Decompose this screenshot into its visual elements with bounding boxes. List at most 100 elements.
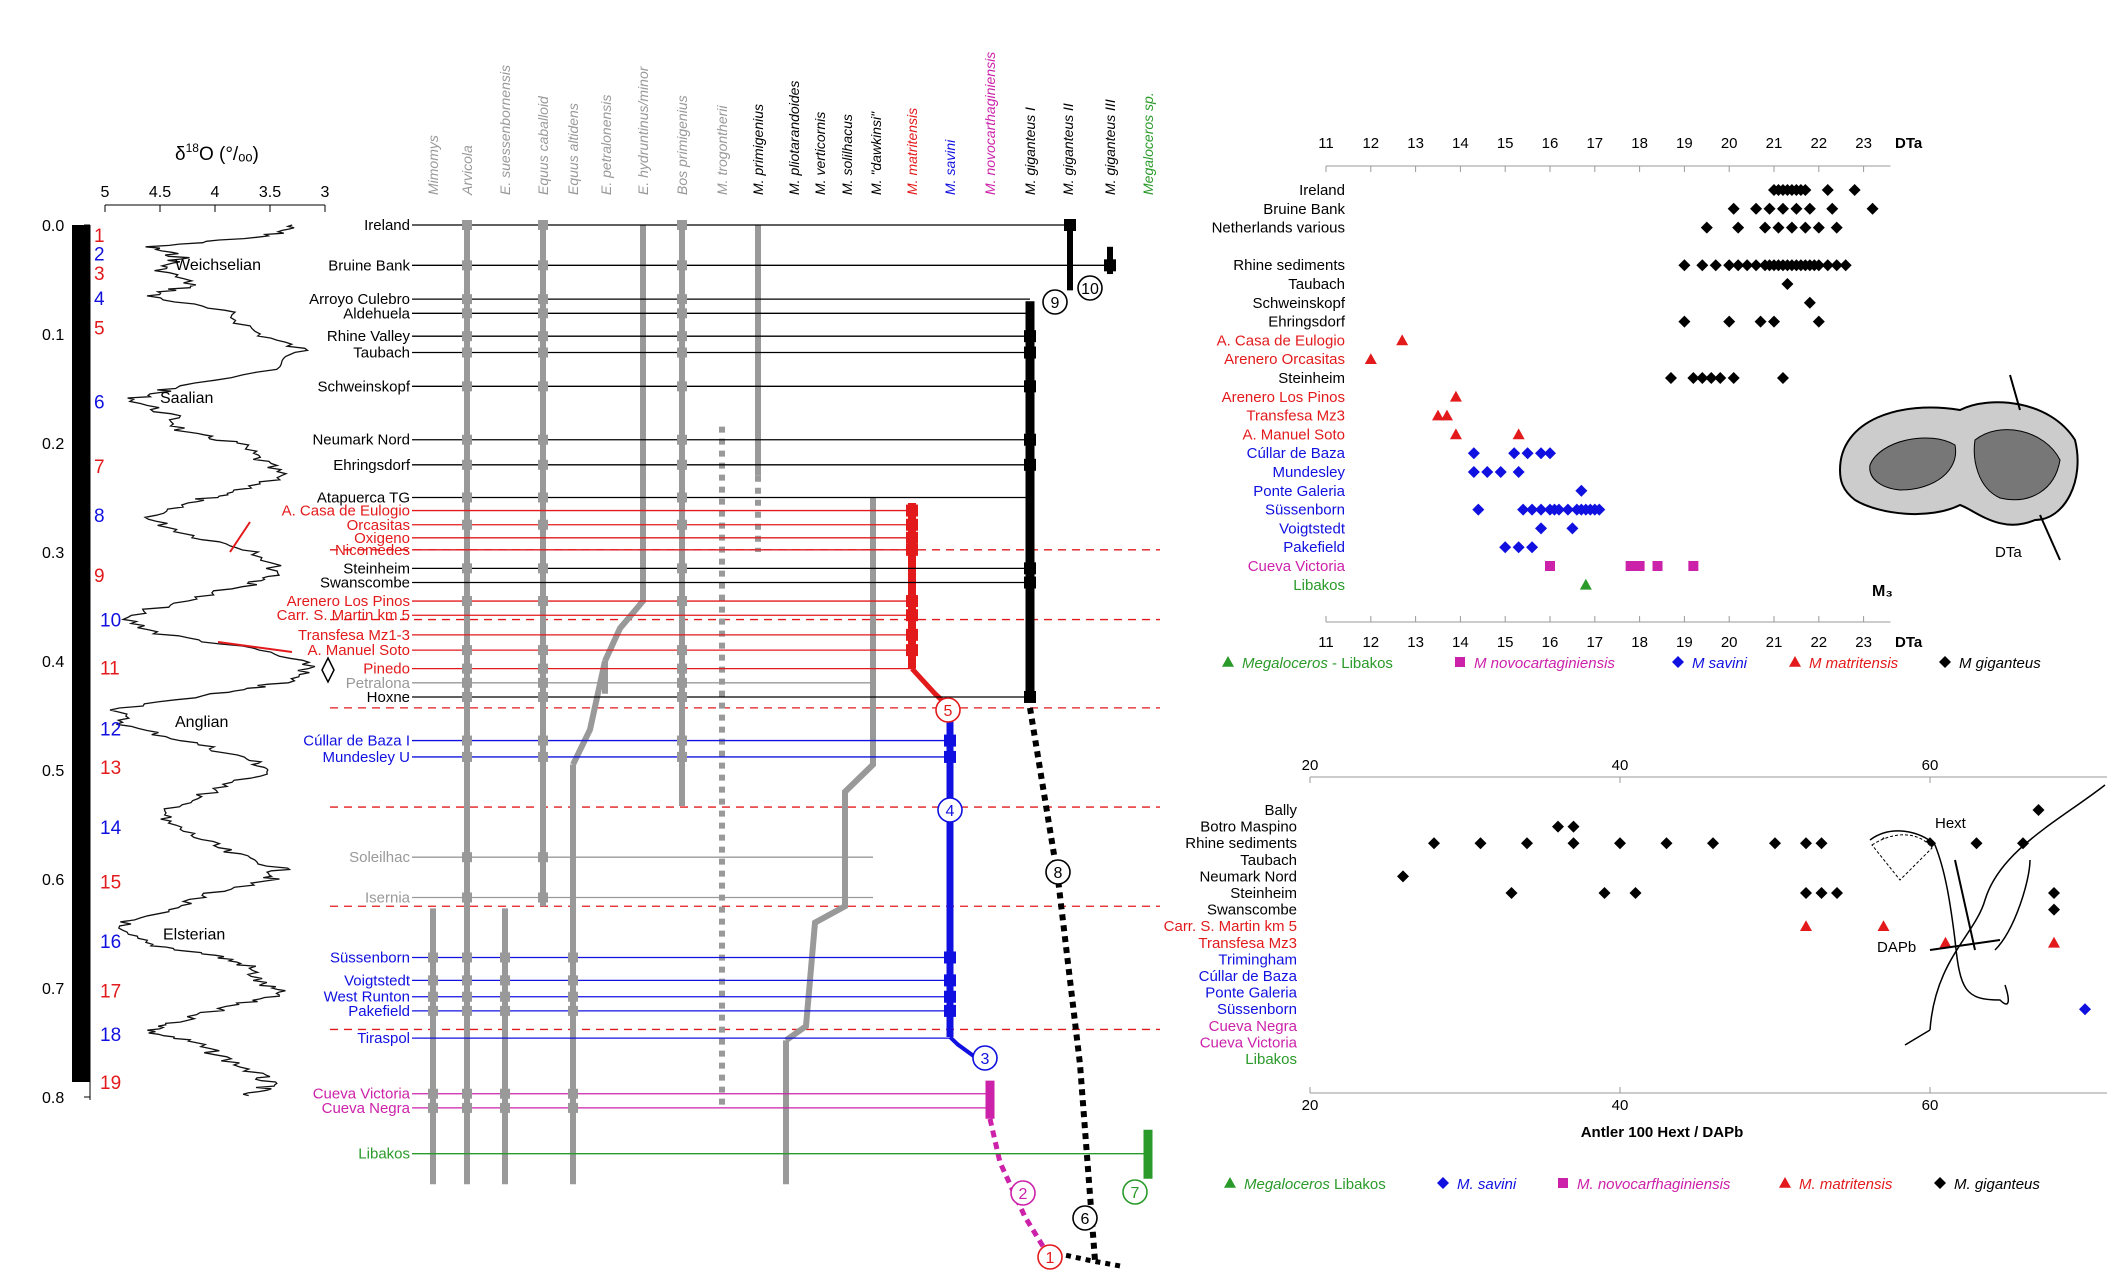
dta-point [1652,561,1663,571]
taxon-header: Equus caballoid [535,95,551,195]
dta-point [1790,202,1803,215]
matritensis-marker [906,504,918,517]
range-marker [677,347,687,358]
range-marker [677,691,687,702]
taxon-header: M. pliotarandoides [786,81,802,195]
savini-marker [944,734,956,747]
mis-label-19: 19 [100,1073,121,1094]
range-marker [538,735,548,746]
age-diamond-marker [321,656,335,684]
range-marker [428,1102,438,1113]
taxon-header: Bos primigenius [674,95,690,195]
range-marker [677,492,687,503]
range-marker [677,434,687,445]
dta-point [1830,221,1843,234]
dta-point [1741,259,1754,272]
antler-site-label: Süssenborn [1217,1001,1297,1018]
antler-point [2048,903,2060,916]
y-tick-label: 0.3 [42,545,64,562]
dta-point [1561,503,1574,516]
dta-point [1512,541,1525,554]
antler-point [2017,837,2029,850]
antler-point [1505,887,1518,899]
dta-point [1396,334,1409,346]
dta-point [1772,221,1785,234]
m3-tooth-fossette [1869,437,1957,491]
range-marker [538,220,548,230]
dta-site-label: Voigtstedt [1279,520,1346,537]
dta-site-label: Taubach [1288,276,1345,293]
site-label: Oxigeno [354,530,410,547]
y-tick-label: 0.7 [42,981,64,998]
mis-label-6: 6 [94,393,105,414]
antler-site-label: Rhine sediments [1185,835,1297,852]
antler-tick-label: 40 [1612,1097,1629,1114]
range-marker [568,1102,578,1113]
range-marker [538,892,548,903]
range-marker [677,220,687,230]
range-marker [677,308,687,319]
dta-legend-marker [1939,656,1951,668]
antler-point [1552,820,1564,833]
range-marker [428,1005,438,1016]
mis-label-15: 15 [100,872,121,893]
range-marker [677,381,687,392]
range-marker [568,952,578,963]
dta-point [1544,447,1556,460]
dta-point [1696,259,1709,272]
dta-tick-label: 13 [1407,634,1424,651]
dta-point [1803,296,1816,309]
node-label-3: 3 [981,1051,990,1068]
antler-legend-label: Megaloceros Libakos [1244,1176,1386,1193]
y-tick-label: 0.0 [42,218,64,235]
site-label: Voigtstedt [344,972,411,989]
dta-site-label: Rhine sediments [1233,257,1345,274]
range-marker [500,1088,510,1099]
range-marker [538,751,548,762]
site-label: A. Manuel Soto [307,642,410,659]
site-label: Bruine Bank [328,257,410,274]
range-marker [462,892,472,903]
antler-site-label: Libakos [1245,1051,1297,1068]
range-verticornis-solilhacus [784,497,876,1043]
dapb-arrow [1929,939,2001,951]
range-marker [462,519,472,530]
range-marker [538,645,548,656]
range-marker [428,1088,438,1099]
y-tick-label: 0.2 [42,436,64,453]
dta-point [1526,541,1539,554]
range-marker [538,260,548,271]
dta-point [1678,259,1691,272]
antler-point [1800,887,1812,899]
dta-point [1723,259,1736,272]
dta-point [1732,259,1745,272]
antler-site-label: Carr. S. Martin km 5 [1164,918,1297,935]
antler-legend-label: M. novocarfhaginiensis [1577,1176,1731,1193]
antler-axis-title: Antler 100 Hext / DAPb [1581,1124,1744,1141]
dta-point [1696,372,1709,384]
antler-legend-label: M. giganteus [1954,1176,2040,1193]
antler-tick-label: 20 [1302,1097,1319,1114]
range-marker [500,952,510,963]
dta-point [1759,221,1772,234]
x-tick-label: 4.5 [149,184,171,201]
dta-tick-label: 15 [1497,634,1514,651]
dta-point [1467,447,1480,460]
antler-tick-label: 20 [1302,757,1319,774]
mis-label-7: 7 [94,457,105,478]
site-label: Arroyo Culebro [309,291,410,308]
site-label: Petralona [346,675,411,692]
savini-marker [944,990,956,1003]
node-circle-9 [1042,289,1068,315]
dta-point [1521,447,1534,460]
x-tick-label: 3 [321,184,330,201]
dta-tick-label: 23 [1855,634,1872,651]
dta-point [1812,221,1825,234]
site-label: Steinheim [343,560,410,577]
antler-point [1614,837,1626,850]
dta-point [1687,372,1700,384]
range-e-petralonensis [570,660,608,766]
matritensis-marker [906,628,918,641]
range-marker [538,294,548,305]
dta-point [1535,522,1548,535]
